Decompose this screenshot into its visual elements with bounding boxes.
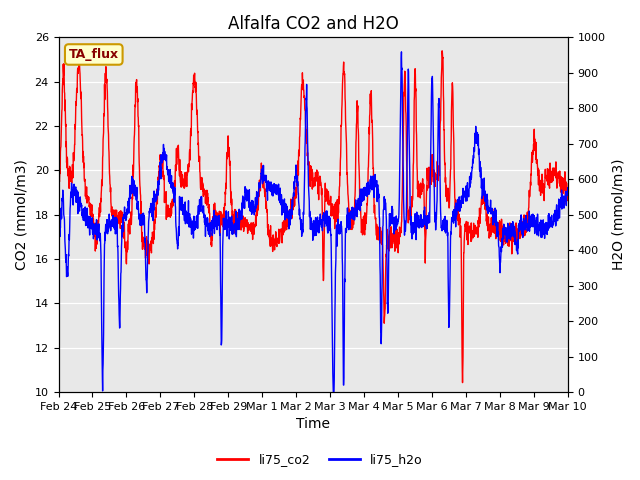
- li75_h2o: [519, 232, 527, 238]
- Line: li75_co2: li75_co2: [58, 51, 568, 383]
- li75_co2: [196, 185, 204, 191]
- li75_h2o: [534, 224, 541, 229]
- li75_h2o: [339, 284, 347, 290]
- li75_co2: [534, 160, 541, 166]
- li75_co2: [519, 218, 527, 224]
- li75_co2: [339, 82, 346, 87]
- Y-axis label: H2O (mmol/m3): H2O (mmol/m3): [611, 159, 625, 270]
- Legend: li75_co2, li75_h2o: li75_co2, li75_h2o: [212, 448, 428, 471]
- li75_h2o: [397, 49, 405, 55]
- li75_co2: [54, 175, 62, 181]
- li75_h2o: [564, 185, 572, 191]
- li75_h2o: [330, 389, 337, 395]
- li75_h2o: [461, 188, 469, 193]
- li75_h2o: [54, 198, 62, 204]
- li75_co2: [438, 48, 446, 54]
- Text: TA_flux: TA_flux: [68, 48, 119, 61]
- Title: Alfalfa CO2 and H2O: Alfalfa CO2 and H2O: [228, 15, 399, 33]
- li75_co2: [459, 380, 467, 385]
- li75_co2: [461, 221, 469, 227]
- Line: li75_h2o: li75_h2o: [58, 52, 568, 392]
- li75_h2o: [196, 202, 204, 208]
- X-axis label: Time: Time: [296, 418, 330, 432]
- li75_h2o: [328, 260, 335, 265]
- li75_co2: [328, 211, 335, 217]
- Y-axis label: CO2 (mmol/m3): CO2 (mmol/m3): [15, 159, 29, 270]
- li75_co2: [564, 198, 572, 204]
